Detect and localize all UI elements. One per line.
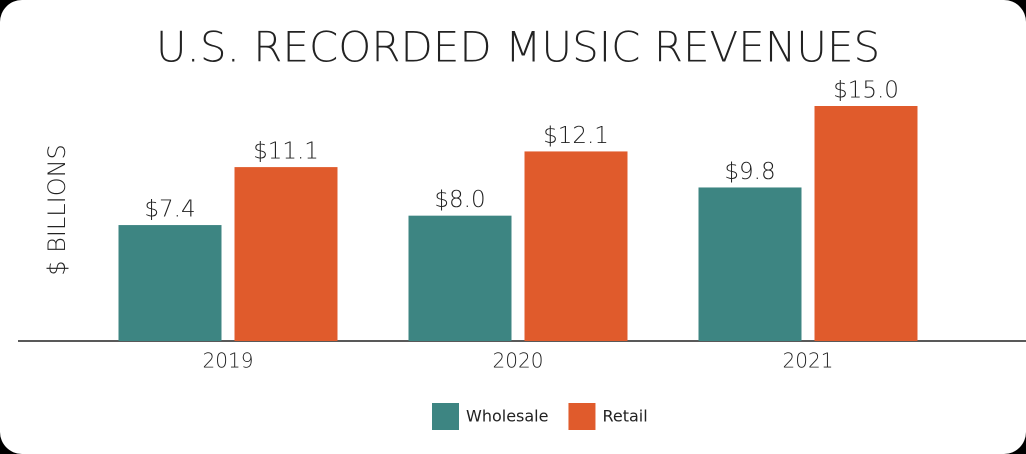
y-axis-label: $ BILLIONS bbox=[43, 144, 71, 276]
bar bbox=[814, 106, 918, 341]
value-label: $12.1 bbox=[543, 123, 609, 149]
value-label: $9.8 bbox=[724, 159, 775, 185]
x-tick-label: 2021 bbox=[783, 349, 834, 373]
bar bbox=[524, 151, 628, 341]
chart-title: U.S. RECORDED MUSIC REVENUES bbox=[156, 23, 880, 72]
bar bbox=[118, 225, 222, 341]
value-label: $7.4 bbox=[144, 197, 195, 223]
value-label: $15.0 bbox=[833, 78, 899, 104]
x-tick-label: 2019 bbox=[203, 349, 254, 373]
bar bbox=[698, 187, 802, 341]
value-label: $11.1 bbox=[253, 139, 319, 165]
legend-label: Retail bbox=[602, 407, 647, 426]
legend-swatch bbox=[568, 403, 596, 430]
legend-label: Wholesale bbox=[466, 407, 548, 426]
bar bbox=[408, 215, 512, 341]
bar bbox=[234, 167, 338, 341]
legend-swatch bbox=[432, 403, 459, 430]
x-tick-label: 2020 bbox=[493, 349, 544, 373]
value-label: $8.0 bbox=[434, 187, 485, 213]
